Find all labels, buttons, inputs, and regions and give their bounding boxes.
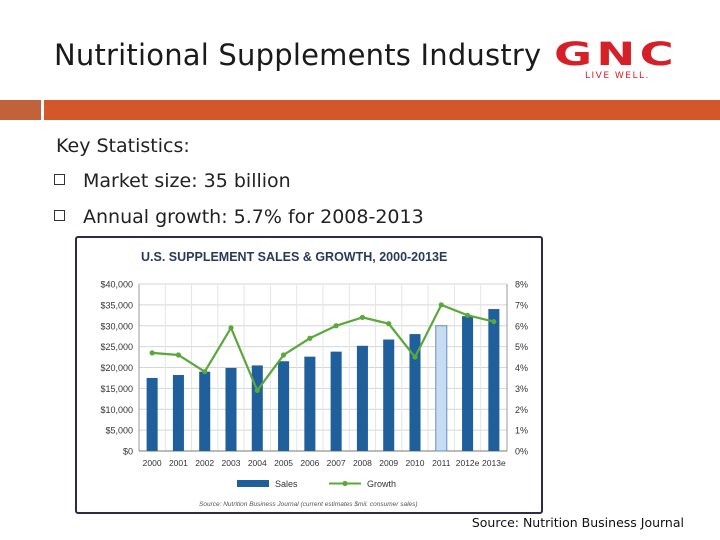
- bar-2001: [172, 375, 184, 451]
- bar-2004: [251, 365, 263, 451]
- y-left-tick-label: $15,000: [100, 384, 133, 394]
- legend-growth-label: Growth: [367, 479, 396, 489]
- x-tick-label: 2001: [169, 458, 188, 468]
- legend-sales-swatch: [237, 480, 269, 487]
- bar-2010: [409, 334, 421, 451]
- y-right-tick-label: 7%: [515, 300, 528, 310]
- growth-point-2008: [359, 314, 366, 320]
- growth-point-2004: [254, 387, 260, 394]
- bar-2009: [383, 339, 395, 451]
- y-right-tick-label: 8%: [515, 280, 528, 290]
- chart-footnote: Source: Nutrition Business Journal (curr…: [199, 501, 418, 508]
- bar-2003: [225, 367, 237, 451]
- gnc-logo: GNC LIVE WELL.: [554, 38, 694, 86]
- bullet-item: Annual growth: 5.7% for 2008-2013: [54, 206, 424, 228]
- bar-2012e: [462, 316, 474, 451]
- x-tick-label: 2005: [274, 458, 293, 468]
- growth-point-2013e: [491, 318, 497, 325]
- y-right-tick-label: 4%: [515, 363, 528, 373]
- bullet-text: Market size: 35 billion: [83, 170, 291, 192]
- y-right-tick-label: 2%: [515, 405, 528, 415]
- y-left-tick-label: $20,000: [100, 363, 133, 373]
- y-left-tick-label: $0: [123, 447, 133, 457]
- bar-2005: [278, 361, 290, 451]
- x-tick-label: 2006: [300, 458, 319, 468]
- bar-2007: [330, 351, 342, 451]
- bullet-text: Annual growth: 5.7% for 2008-2013: [83, 206, 424, 228]
- growth-point-2000: [149, 350, 155, 356]
- chart-title: U.S. SUPPLEMENT SALES & GROWTH, 2000-201…: [141, 250, 447, 264]
- legend-growth-marker: [342, 480, 348, 487]
- x-tick-label: 2013e: [482, 458, 506, 468]
- bullet-item: Market size: 35 billion: [54, 170, 291, 192]
- y-left-tick-label: $35,000: [100, 300, 133, 310]
- y-left-tick-label: $30,000: [100, 321, 133, 331]
- bar-2000: [146, 377, 158, 451]
- x-tick-label: 2004: [248, 458, 267, 468]
- y-right-tick-label: 5%: [515, 342, 528, 352]
- legend-sales-label: Sales: [275, 479, 298, 489]
- x-tick-label: 2008: [353, 458, 372, 468]
- growth-line: [152, 303, 495, 393]
- bar-2013e: [488, 309, 500, 451]
- x-tick-label: 2007: [327, 458, 346, 468]
- x-tick-label: 2003: [222, 458, 241, 468]
- bullet-box-icon: [54, 174, 65, 185]
- y-left-tick-label: $40,000: [100, 280, 133, 290]
- y-left-tick-label: $10,000: [100, 405, 133, 415]
- source-note: Source: Nutrition Business Journal: [471, 515, 684, 530]
- bar-2008: [356, 345, 368, 451]
- x-tick-label: 2000: [143, 458, 162, 468]
- y-right-tick-label: 6%: [515, 321, 528, 331]
- header-rule-left: [0, 100, 41, 120]
- growth-point-2006: [307, 335, 313, 341]
- bar-2011: [435, 325, 448, 452]
- y-left-tick-label: $5,000: [105, 426, 133, 436]
- x-tick-label: 2002: [195, 458, 214, 468]
- growth-point-2007: [333, 323, 339, 329]
- growth-point-2003: [228, 325, 234, 331]
- bullet-box-icon: [54, 210, 65, 221]
- growth-point-2009: [386, 321, 392, 327]
- y-right-tick-label: 0%: [515, 447, 528, 457]
- logo-wordmark: GNC: [554, 35, 679, 73]
- x-tick-label: 2009: [379, 458, 398, 468]
- bar-2002: [199, 371, 211, 451]
- y-right-tick-label: 1%: [515, 426, 528, 436]
- x-tick-label: 2011: [432, 458, 451, 468]
- chart-canvas: U.S. SUPPLEMENT SALES & GROWTH, 2000-201…: [100, 250, 528, 508]
- sales-growth-chart: U.S. SUPPLEMENT SALES & GROWTH, 2000-201…: [75, 236, 543, 514]
- growth-point-2010: [412, 354, 418, 360]
- growth-point-2012e: [464, 312, 471, 318]
- growth-point-2005: [280, 352, 287, 358]
- bar-2006: [304, 356, 316, 451]
- x-tick-label: 2012e: [456, 458, 480, 468]
- y-right-tick-label: 3%: [515, 384, 528, 394]
- logo-tagline: LIVE WELL.: [585, 71, 650, 81]
- section-label: Key Statistics:: [56, 135, 190, 157]
- header-rule-right: [44, 100, 720, 120]
- y-left-tick-label: $25,000: [100, 342, 133, 352]
- slide-title: Nutritional Supplements Industry: [54, 38, 542, 72]
- growth-point-2011: [438, 302, 444, 308]
- x-tick-label: 2010: [406, 458, 425, 468]
- growth-point-2001: [175, 352, 182, 358]
- growth-point-2002: [202, 369, 208, 375]
